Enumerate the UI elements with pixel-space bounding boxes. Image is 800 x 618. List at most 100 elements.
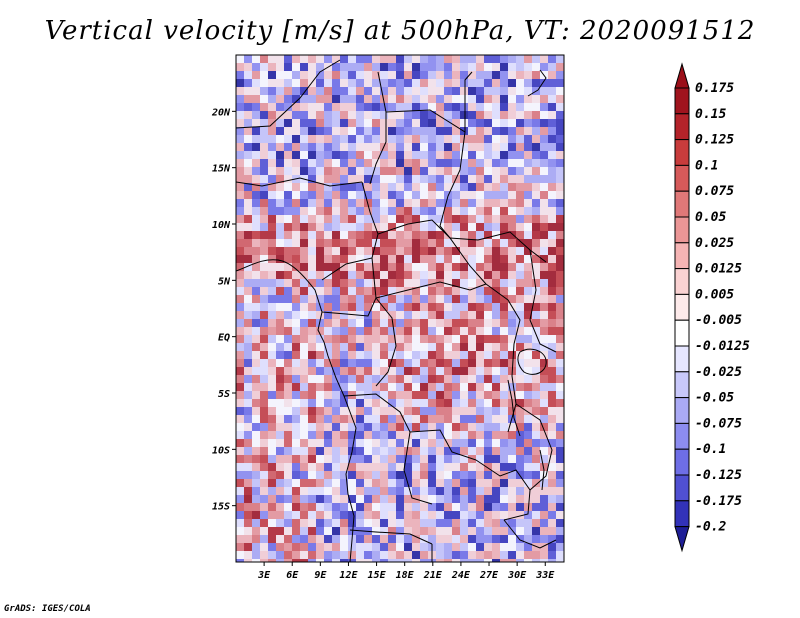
field-cell: [244, 511, 252, 519]
field-cell: [404, 535, 412, 543]
field-cell: [324, 423, 332, 431]
field-cell: [556, 79, 564, 87]
field-cell: [428, 79, 436, 87]
field-cell: [492, 55, 500, 63]
field-cell: [260, 383, 268, 391]
field-cell: [268, 175, 276, 183]
field-cell: [516, 559, 524, 562]
field-cell: [452, 415, 460, 423]
field-cell: [468, 447, 476, 455]
field-cell: [540, 407, 548, 415]
field-cell: [252, 327, 260, 335]
field-cell: [412, 191, 420, 199]
field-cell: [244, 175, 252, 183]
field-cell: [396, 207, 404, 215]
field-cell: [244, 271, 252, 279]
colorbar-band: [674, 448, 690, 476]
field-cell: [556, 263, 564, 271]
field-cell: [300, 319, 308, 327]
field-cell: [404, 271, 412, 279]
field-cell: [340, 487, 348, 495]
field-cell: [276, 207, 284, 215]
field-cell: [316, 535, 324, 543]
field-cell: [300, 527, 308, 535]
border-nigeria-cameroon: [321, 181, 379, 281]
field-cell: [276, 511, 284, 519]
field-cell: [276, 367, 284, 375]
field-cell: [268, 95, 276, 103]
field-cell: [492, 351, 500, 359]
longitude-axis: 3E 6E 9E 12E 15E 18E 21E 24E 27E 30E 33E: [257, 562, 555, 581]
field-cell: [372, 79, 380, 87]
field-cell: [412, 559, 420, 562]
field-cell: [348, 111, 356, 119]
field-cell: [252, 191, 260, 199]
field-cell: [468, 335, 476, 343]
field-cell: [404, 263, 412, 271]
field-cell: [388, 351, 396, 359]
field-cell: [436, 407, 444, 415]
field-cell: [340, 63, 348, 71]
field-cell: [468, 239, 476, 247]
field-cell: [452, 351, 460, 359]
field-cell: [428, 175, 436, 183]
field-cell: [388, 311, 396, 319]
field-cell: [388, 151, 396, 159]
field-cell: [348, 159, 356, 167]
field-cell: [284, 335, 292, 343]
field-cell: [428, 279, 436, 287]
field-cell: [276, 535, 284, 543]
field-cell: [476, 351, 484, 359]
field-cell: [516, 407, 524, 415]
colorbar-label: 0.0125: [695, 262, 742, 277]
field-cell: [324, 95, 332, 103]
field-cell: [508, 255, 516, 263]
field-cell: [292, 375, 300, 383]
field-cell: [236, 399, 244, 407]
field-cell: [524, 103, 532, 111]
field-cell: [404, 495, 412, 503]
field-cell: [308, 447, 316, 455]
field-cell: [332, 287, 340, 295]
field-cell: [508, 327, 516, 335]
field-cell: [556, 119, 564, 127]
field-cell: [316, 391, 324, 399]
field-cell: [548, 479, 556, 487]
border-tanzania: [515, 403, 553, 491]
field-cell: [436, 231, 444, 239]
field-cell: [348, 479, 356, 487]
field-cell: [508, 183, 516, 191]
field-cell: [388, 343, 396, 351]
field-cell: [380, 231, 388, 239]
field-cell: [452, 231, 460, 239]
field-cell: [260, 543, 268, 551]
field-cell: [308, 87, 316, 95]
field-cell: [428, 103, 436, 111]
field-cell: [468, 143, 476, 151]
field-cell: [292, 479, 300, 487]
field-cell: [252, 63, 260, 71]
field-cell: [500, 287, 508, 295]
field-cell: [356, 55, 364, 63]
field-cell: [548, 159, 556, 167]
field-cell: [316, 111, 324, 119]
field-cell: [380, 511, 388, 519]
field-cell: [476, 527, 484, 535]
field-cell: [308, 271, 316, 279]
field-cell: [388, 503, 396, 511]
field-cell: [268, 487, 276, 495]
field-cell: [316, 431, 324, 439]
field-cell: [372, 95, 380, 103]
field-cell: [364, 535, 372, 543]
field-cell: [436, 79, 444, 87]
field-cell: [428, 111, 436, 119]
field-cell: [324, 551, 332, 559]
field-cell: [252, 335, 260, 343]
field-cell: [292, 263, 300, 271]
field-cell: [524, 191, 532, 199]
field-cell: [548, 335, 556, 343]
field-cell: [556, 519, 564, 527]
field-cell: [388, 391, 396, 399]
field-cell: [524, 519, 532, 527]
field-cell: [252, 207, 260, 215]
